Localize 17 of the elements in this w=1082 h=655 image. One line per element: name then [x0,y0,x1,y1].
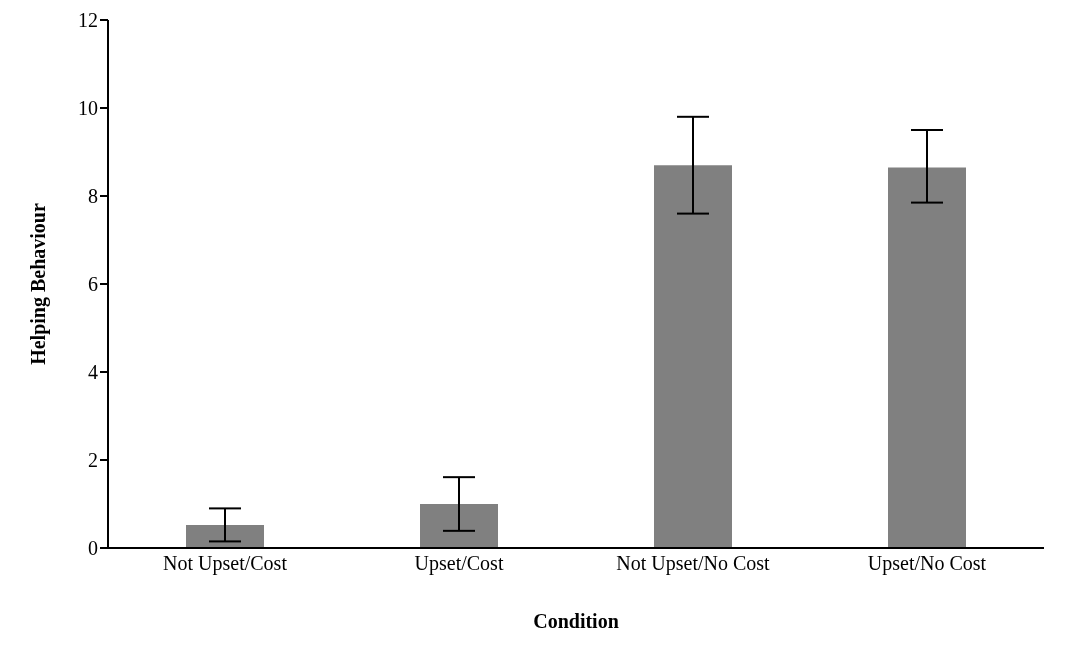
bar [186,525,264,548]
y-tick-label: 6 [88,273,98,296]
y-tick-label: 2 [88,449,98,472]
y-tick-label: 4 [88,361,98,384]
y-tick-label: 0 [88,537,98,560]
x-tick-label: Not Upset/Cost [163,552,288,576]
x-tick-label: Upset/Cost [414,552,504,576]
bar [420,504,498,548]
y-tick-label: 8 [88,185,98,208]
x-tick-label: Upset/No Cost [867,552,987,576]
x-axis-title: Condition [533,610,619,632]
y-tick-label: 12 [78,9,98,32]
y-axis-title: Helping Behaviour [27,203,51,365]
y-tick-label: 10 [78,97,98,120]
bar [654,165,732,548]
x-tick-label: Not Upset/No Cost [616,552,771,576]
bar [888,167,966,548]
